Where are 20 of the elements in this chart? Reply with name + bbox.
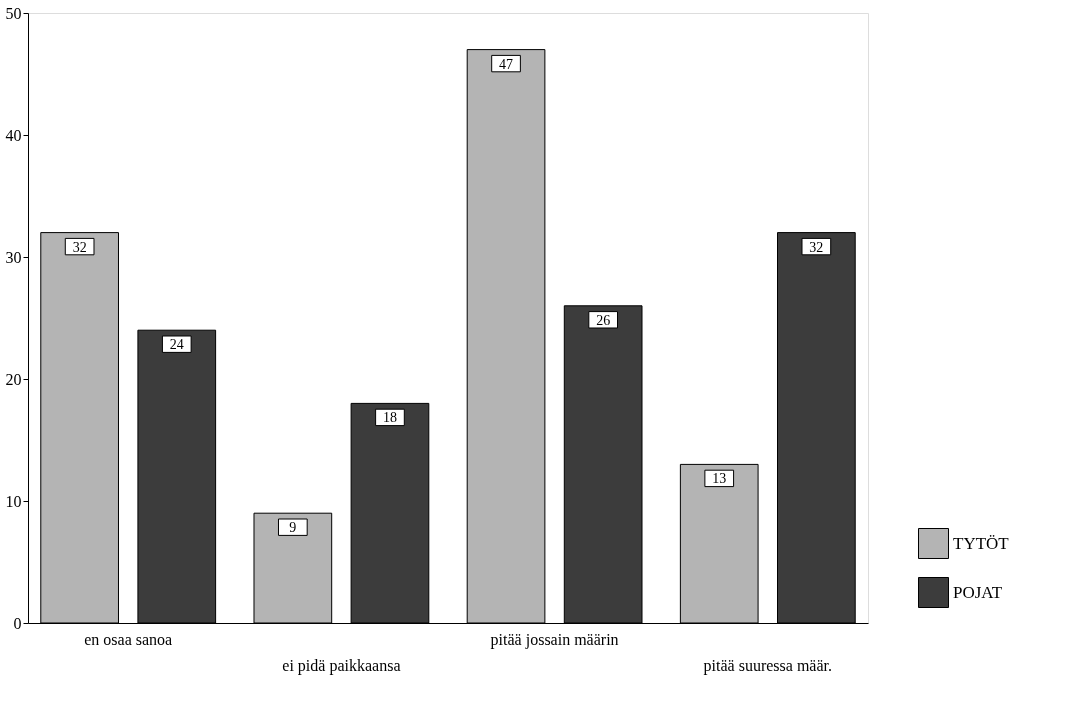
data-label: 9 — [289, 520, 297, 536]
x-tick-label: en osaa sanoa — [84, 630, 173, 648]
data-label: 24 — [169, 337, 184, 353]
y-tick-label: 30 — [5, 248, 22, 266]
legend-label: POJAT — [953, 582, 1003, 602]
y-tick-label: 50 — [5, 4, 22, 22]
data-label: 26 — [596, 312, 611, 328]
x-tick-label: pitää suuressa määr. — [703, 656, 832, 675]
y-tick-label: 10 — [5, 492, 22, 510]
legend-label: TYTÖT — [953, 533, 1010, 553]
y-tick-label: 0 — [13, 614, 22, 632]
data-label: 13 — [712, 471, 727, 487]
y-tick-label: 40 — [5, 126, 22, 144]
y-tick-label: 20 — [5, 370, 22, 388]
x-tick-label: ei pidä paikkaansa — [282, 656, 401, 675]
data-label: 32 — [72, 239, 87, 255]
data-label: 47 — [499, 56, 514, 72]
x-tick-label: pitää jossain määrin — [490, 630, 619, 649]
data-label: 18 — [382, 410, 397, 426]
data-label: 32 — [809, 239, 824, 255]
